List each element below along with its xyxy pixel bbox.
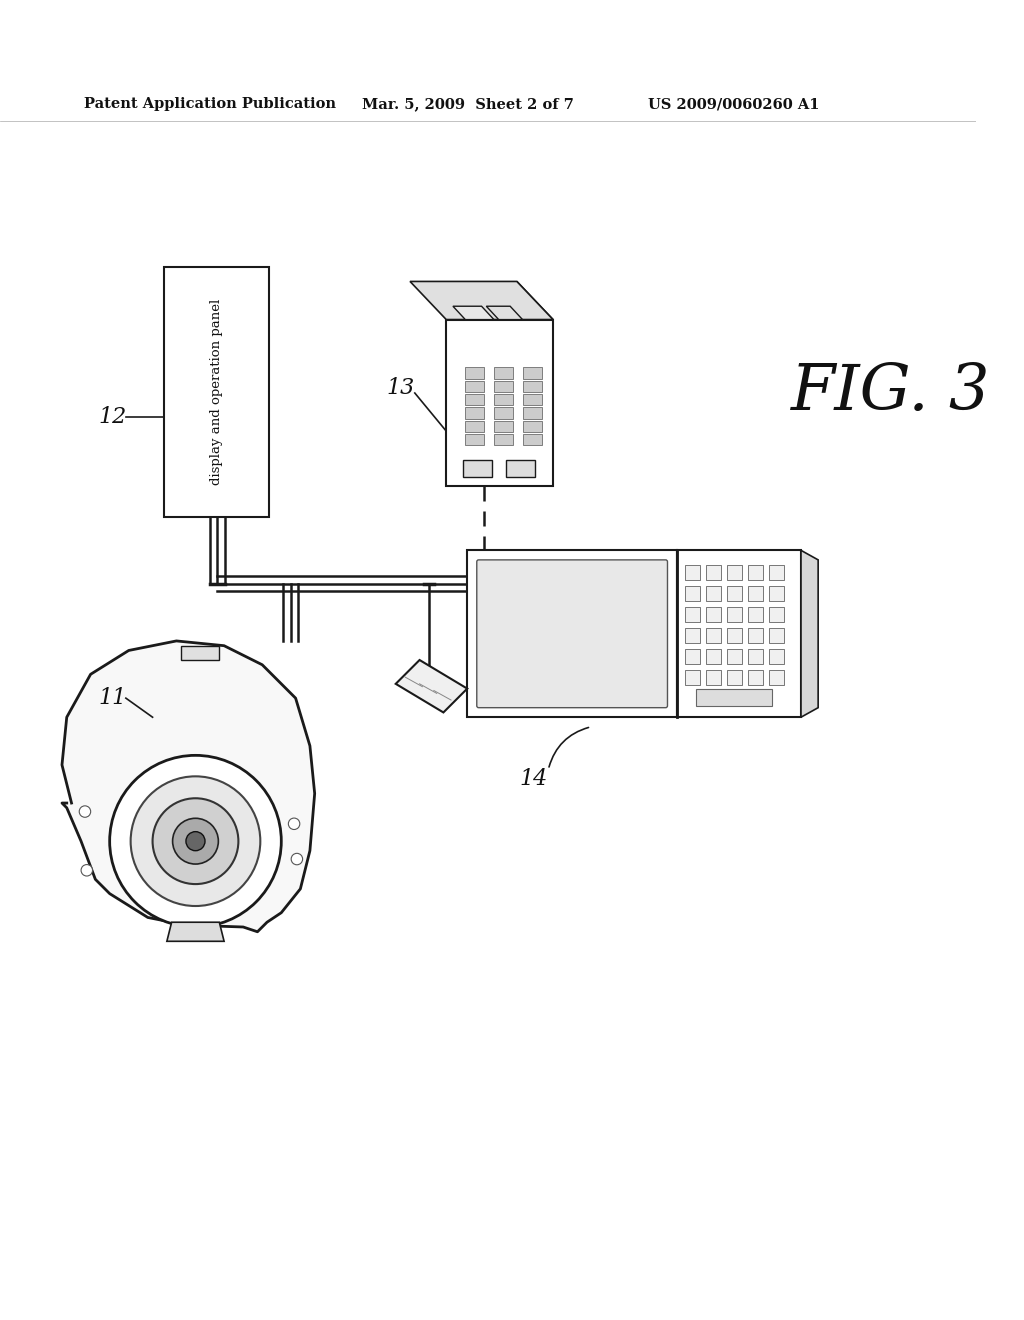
Bar xyxy=(494,408,513,418)
Bar xyxy=(467,550,677,717)
Circle shape xyxy=(289,818,300,829)
Text: Mar. 5, 2009  Sheet 2 of 7: Mar. 5, 2009 Sheet 2 of 7 xyxy=(362,98,574,111)
Bar xyxy=(706,627,721,643)
Bar xyxy=(685,607,700,622)
Bar xyxy=(677,550,801,717)
Bar xyxy=(465,408,484,418)
Bar xyxy=(748,669,763,685)
Bar xyxy=(494,393,513,405)
Polygon shape xyxy=(486,306,522,319)
Bar xyxy=(769,607,783,622)
Bar xyxy=(706,586,721,601)
Bar xyxy=(464,459,493,477)
Bar xyxy=(769,669,783,685)
Bar xyxy=(494,380,513,392)
Bar xyxy=(706,669,721,685)
Bar xyxy=(494,421,513,432)
Bar xyxy=(727,607,741,622)
Circle shape xyxy=(81,865,92,876)
Polygon shape xyxy=(62,642,314,932)
Bar xyxy=(685,648,700,664)
Bar xyxy=(522,367,542,379)
Bar xyxy=(748,627,763,643)
Bar xyxy=(446,319,553,487)
Bar xyxy=(727,586,741,601)
Polygon shape xyxy=(801,550,818,717)
Bar xyxy=(465,393,484,405)
Bar xyxy=(685,565,700,579)
Bar xyxy=(465,434,484,445)
Bar xyxy=(706,648,721,664)
Bar xyxy=(748,586,763,601)
Bar xyxy=(748,648,763,664)
FancyArrowPatch shape xyxy=(549,727,589,767)
FancyBboxPatch shape xyxy=(477,560,668,708)
Bar xyxy=(465,367,484,379)
Bar xyxy=(494,367,513,379)
Bar xyxy=(465,421,484,432)
Bar xyxy=(522,421,542,432)
Bar xyxy=(685,586,700,601)
Text: FIG. 3: FIG. 3 xyxy=(792,362,991,424)
Bar xyxy=(727,565,741,579)
Bar xyxy=(727,648,741,664)
Bar xyxy=(522,393,542,405)
Bar xyxy=(522,380,542,392)
Bar xyxy=(706,565,721,579)
Text: display and operation panel: display and operation panel xyxy=(210,298,223,486)
Bar xyxy=(748,565,763,579)
Bar xyxy=(465,380,484,392)
Bar xyxy=(506,459,535,477)
Circle shape xyxy=(186,832,205,850)
Bar xyxy=(748,607,763,622)
Text: Patent Application Publication: Patent Application Publication xyxy=(84,98,336,111)
Text: 11: 11 xyxy=(98,688,127,709)
Text: US 2009/0060260 A1: US 2009/0060260 A1 xyxy=(648,98,820,111)
Bar xyxy=(164,267,269,517)
Circle shape xyxy=(110,755,282,927)
Circle shape xyxy=(131,776,260,906)
Text: 12: 12 xyxy=(98,405,127,428)
Bar xyxy=(685,627,700,643)
Bar xyxy=(522,434,542,445)
Polygon shape xyxy=(395,660,467,713)
Polygon shape xyxy=(453,306,494,319)
Text: 14: 14 xyxy=(520,768,548,791)
Circle shape xyxy=(153,799,239,884)
Bar xyxy=(494,434,513,445)
Bar xyxy=(769,648,783,664)
Bar xyxy=(769,586,783,601)
Circle shape xyxy=(173,818,218,865)
Bar xyxy=(696,689,772,706)
Polygon shape xyxy=(410,281,553,319)
Bar xyxy=(522,408,542,418)
Bar xyxy=(727,669,741,685)
Bar xyxy=(685,669,700,685)
Polygon shape xyxy=(517,281,553,487)
Bar xyxy=(769,627,783,643)
Bar xyxy=(769,565,783,579)
Polygon shape xyxy=(167,923,224,941)
Circle shape xyxy=(79,805,91,817)
Circle shape xyxy=(291,853,303,865)
Polygon shape xyxy=(181,645,219,660)
Bar xyxy=(706,607,721,622)
Bar xyxy=(727,627,741,643)
Text: 13: 13 xyxy=(386,378,415,399)
